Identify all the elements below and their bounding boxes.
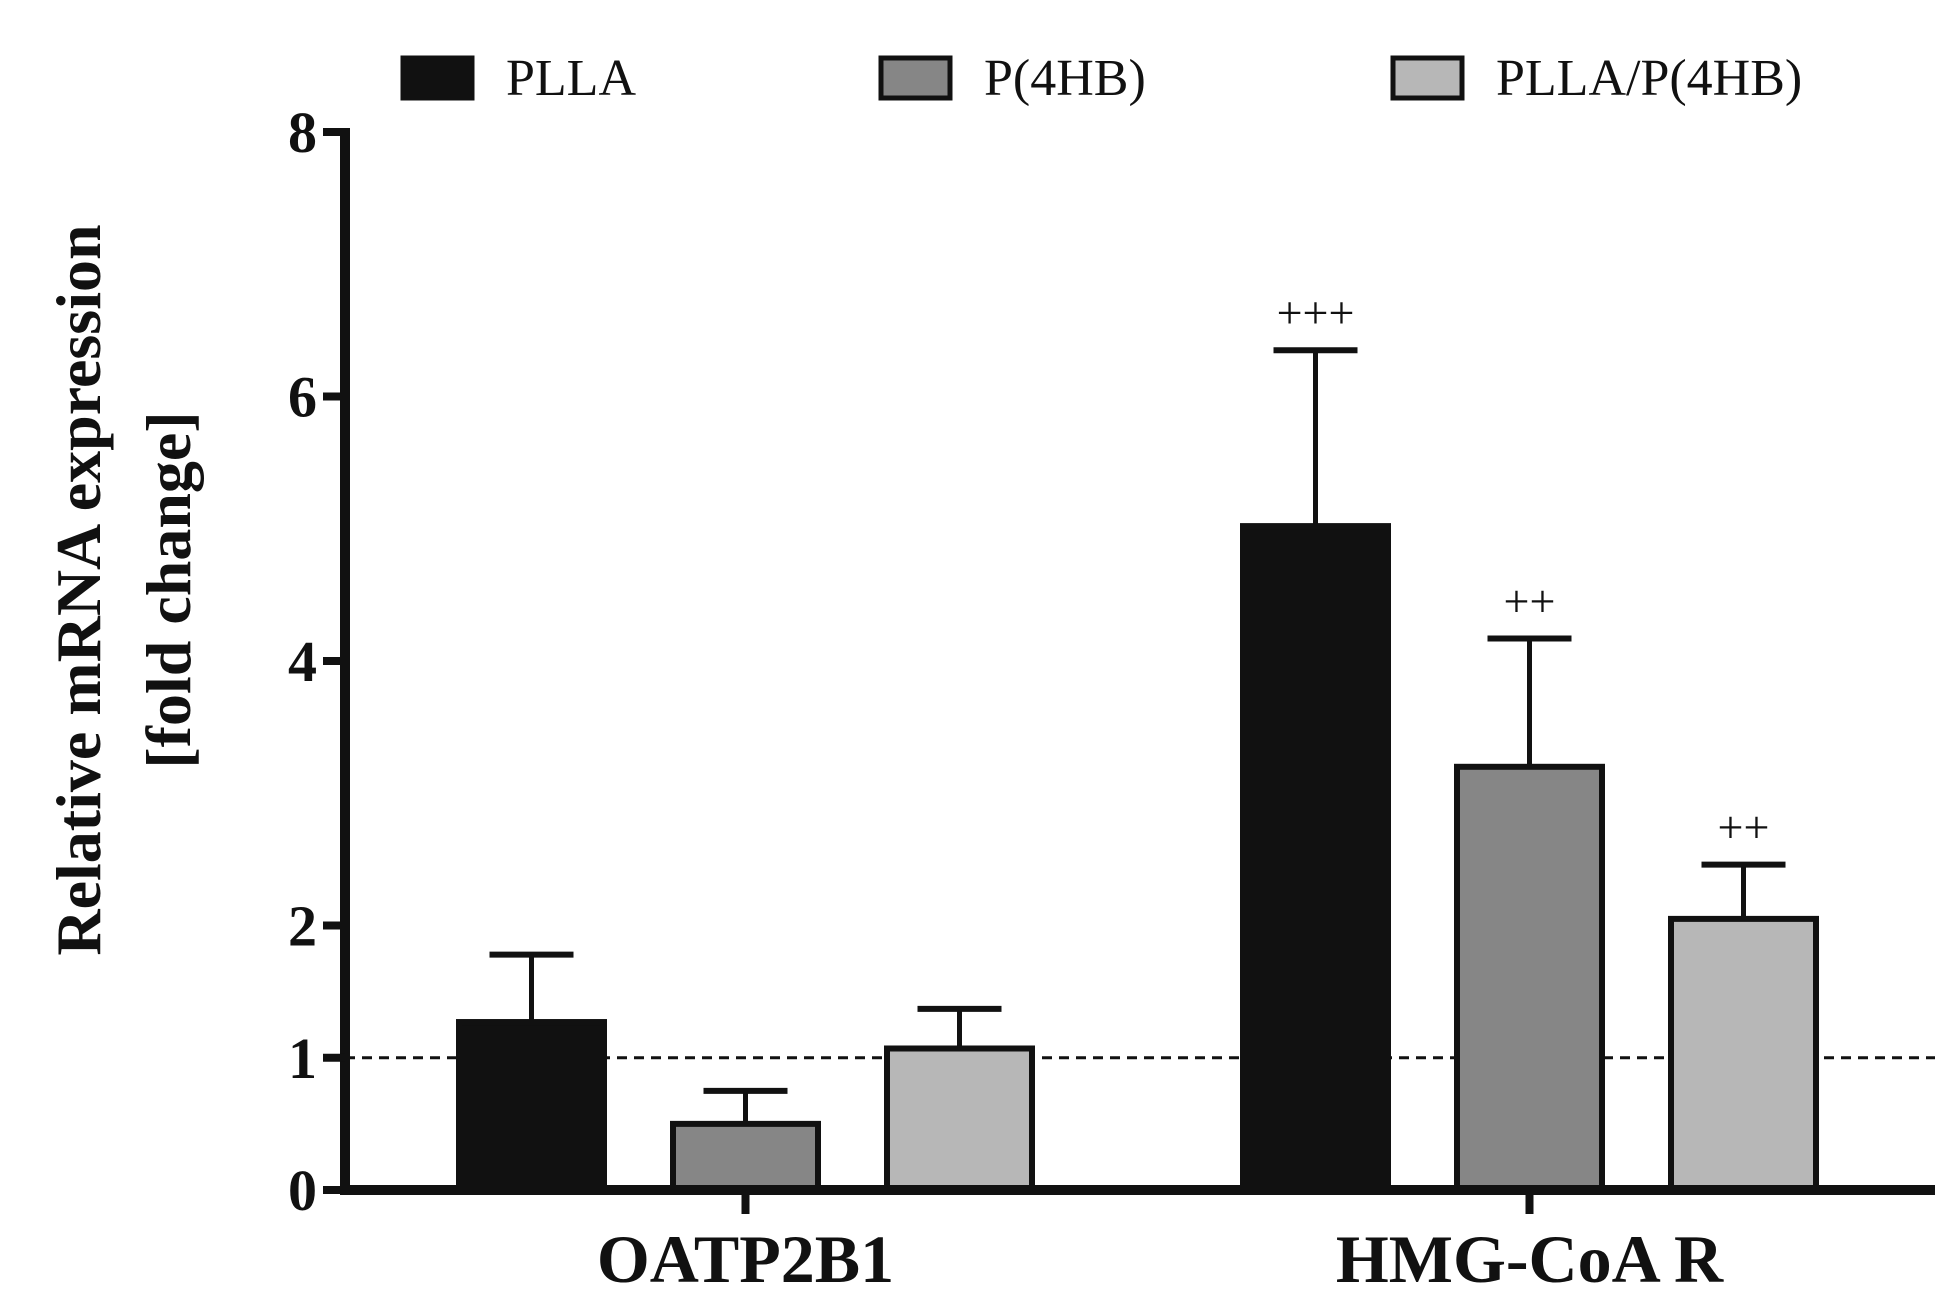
bar-plla-p-4hb--oatp2b1 <box>884 1045 1035 1194</box>
legend-swatch-p-4hb- <box>878 55 953 101</box>
y-tick-label-8: 8 <box>288 100 317 165</box>
annotations: +++++++ <box>1277 287 1770 852</box>
y-axis-title: Relative mRNA expression [fold change] <box>43 224 204 955</box>
y-tick-label-6: 6 <box>288 365 317 430</box>
significance-label-plla-p-4hb--hmg-coa-r: ++ <box>1718 802 1770 853</box>
legend-swatch-plla-p-4hb- <box>1390 55 1465 101</box>
significance-label-plla-hmg-coa-r: +++ <box>1277 287 1355 338</box>
y-tick-label-2: 2 <box>288 894 317 959</box>
bars-layer <box>456 347 1819 1194</box>
y-tick-label-4: 4 <box>288 629 317 694</box>
x-tick-label-oatp2b1: OATP2B1 <box>597 1221 894 1297</box>
legend-label-plla: PLLA <box>506 50 636 107</box>
bar-plla-oatp2b1 <box>456 1019 607 1193</box>
bar-plla-p-4hb--hmg-coa-r <box>1668 915 1819 1193</box>
legend-label-plla-p-4hb-: PLLA/P(4HB) <box>1496 50 1802 107</box>
y-axis-title-line2: [fold change] <box>133 411 204 768</box>
y-tick-label-1: 1 <box>288 1026 317 1091</box>
bar-p-4hb--oatp2b1 <box>670 1120 821 1193</box>
legend: PLLA P(4HB) PLLA/P(4HB) <box>400 50 1802 107</box>
legend-label-p-4hb-: P(4HB) <box>984 50 1146 107</box>
significance-label-p-4hb--hmg-coa-r: ++ <box>1504 576 1556 627</box>
y-axis-title-line1: Relative mRNA expression <box>43 224 114 955</box>
bar-p-4hb--hmg-coa-r <box>1454 763 1605 1193</box>
bar-plla-hmg-coa-r <box>1240 523 1391 1193</box>
legend-swatch-plla <box>400 55 475 101</box>
y-tick-label-0: 0 <box>288 1158 317 1223</box>
x-tick-label-hmg-coa-r: HMG-CoA R <box>1336 1221 1724 1297</box>
ticks: 0 1 2 4 6 8 OATP2B1 HMG-CoA R <box>288 100 1724 1297</box>
